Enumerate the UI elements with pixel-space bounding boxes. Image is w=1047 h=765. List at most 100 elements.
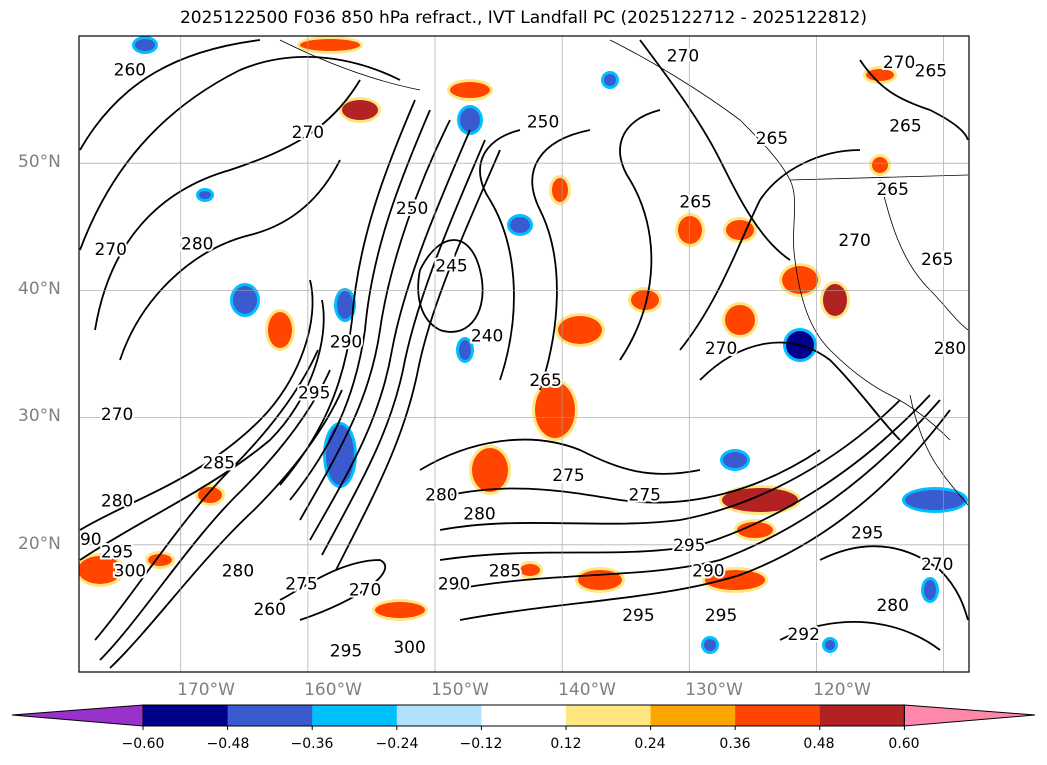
lon-label-170w: 170°W — [177, 680, 235, 700]
ivt-contour-line — [94, 79, 361, 331]
contour-label: 280 — [425, 485, 457, 505]
ivt-contour-line — [417, 239, 484, 333]
ivt-contour-line — [279, 559, 387, 621]
map-title: 2025122500 F036 850 hPa refract., IVT La… — [179, 8, 867, 28]
colorbar-segment — [143, 705, 229, 726]
lat-label-20: 20°N — [18, 534, 61, 554]
coastline-path — [879, 179, 969, 331]
contour-label: 295 — [622, 606, 654, 626]
colorbar-tick-label: 0.24 — [634, 736, 666, 752]
colorbar-tick-label: 0.48 — [803, 736, 835, 752]
contour-label: 265 — [889, 116, 921, 136]
contour-label: 275 — [285, 574, 317, 594]
contour-labels: 2602702502502802702452402902952652702852… — [79, 44, 968, 663]
contour-label: 290 — [330, 333, 362, 353]
ivt-contour-line — [699, 341, 901, 441]
contour-label: 295 — [101, 543, 133, 563]
refractivity-positive-patch — [872, 157, 888, 173]
graticule — [79, 36, 969, 672]
ivt-contour-line — [449, 399, 941, 591]
colorbar-tick-label: −0.24 — [375, 736, 419, 752]
refractivity-negative-patch — [510, 217, 530, 233]
refractivity-negative-patch — [199, 191, 211, 199]
contour-label: 280 — [934, 339, 966, 359]
ivt-contour-line — [119, 159, 341, 361]
contour-label: 240 — [471, 326, 503, 346]
contour-label: 265 — [529, 371, 561, 391]
refractivity-positive-patch — [535, 382, 575, 438]
refractivity-positive-patch — [725, 305, 755, 335]
refractivity-negative-patch — [924, 580, 936, 600]
colorbar-tick-label: 0.12 — [550, 736, 582, 752]
contour-label: 270 — [883, 53, 915, 73]
contour-label: 285 — [489, 562, 521, 582]
refractivity-negative-patch — [233, 286, 257, 314]
contour-label: 270 — [667, 46, 699, 66]
colorbar-segment — [650, 705, 736, 726]
contour-label: 300 — [393, 638, 425, 658]
coastline-path — [789, 174, 969, 181]
ivt-contour-line — [335, 149, 501, 571]
coastline-path — [909, 394, 969, 506]
ivt-contour-line — [439, 399, 901, 531]
ivt-contour-line — [679, 149, 861, 351]
contour-label: 280 — [463, 504, 495, 524]
contour-label: 295 — [330, 642, 362, 662]
colorbar-segment — [481, 705, 567, 726]
lat-label-30: 30°N — [18, 406, 61, 426]
refractivity-positive-patch — [823, 284, 847, 316]
refractivity-positive-patch — [450, 82, 490, 98]
lon-label-160w: 160°W — [304, 680, 362, 700]
refractivity-positive-patch — [678, 216, 702, 244]
ivt-contour-line — [309, 129, 471, 541]
contour-label: 265 — [679, 193, 711, 213]
refractivity-positive-patch — [737, 522, 773, 538]
ivt-contour-line — [289, 109, 431, 501]
ivt-contour-line — [531, 129, 591, 391]
colorbar — [11, 704, 1036, 730]
refractivity-shading — [79, 36, 968, 654]
refractivity-negative-patch — [460, 108, 480, 132]
contour-label: 270 — [292, 123, 324, 143]
ivt-contour-line — [639, 39, 791, 261]
refractivity-negative-patch — [704, 639, 716, 651]
contour-label: 260 — [114, 60, 146, 80]
coastline — [279, 39, 969, 506]
ivt-contour-line — [819, 545, 969, 621]
contour-label: 275 — [629, 485, 661, 505]
refractivity-positive-patch — [552, 178, 568, 202]
contour-label: 270 — [705, 339, 737, 359]
ivt-contour-line — [779, 620, 941, 651]
refractivity-negative-patch — [337, 291, 353, 319]
ivt-contour-line — [299, 119, 451, 521]
refractivity-positive-patch — [472, 448, 508, 492]
refractivity-positive-patch — [726, 220, 754, 240]
contour-label: 260 — [253, 600, 285, 620]
ivt-contours — [79, 39, 969, 669]
coastline-path — [609, 39, 951, 441]
contour-label: 275 — [552, 466, 584, 486]
contour-label: 295 — [705, 606, 737, 626]
colorbar-extend-high — [903, 704, 1036, 727]
ivt-contour-line — [419, 438, 701, 475]
contour-label: 280 — [181, 235, 213, 255]
contour-label: 265 — [756, 129, 788, 149]
contour-label: 265 — [876, 180, 908, 200]
refractivity-positive-patch — [79, 556, 122, 584]
colorbar-segment — [312, 705, 398, 726]
refractivity-positive-patch — [631, 290, 659, 310]
ivt-contour-line — [79, 279, 314, 531]
contour-label: 285 — [203, 453, 235, 473]
ivt-contour-line — [79, 299, 325, 561]
refractivity-negative-patch — [459, 340, 471, 360]
refractivity-positive-patch — [520, 564, 540, 576]
refractivity-positive-patch — [558, 316, 602, 344]
ivt-contour-line — [321, 139, 486, 556]
colorbar-segment — [735, 705, 821, 726]
contour-label: 280 — [222, 562, 254, 582]
contour-label: 265 — [921, 250, 953, 270]
refractivity-positive-patch — [375, 602, 425, 618]
refractivity-positive-patch — [782, 266, 818, 294]
map-frame — [78, 35, 970, 673]
